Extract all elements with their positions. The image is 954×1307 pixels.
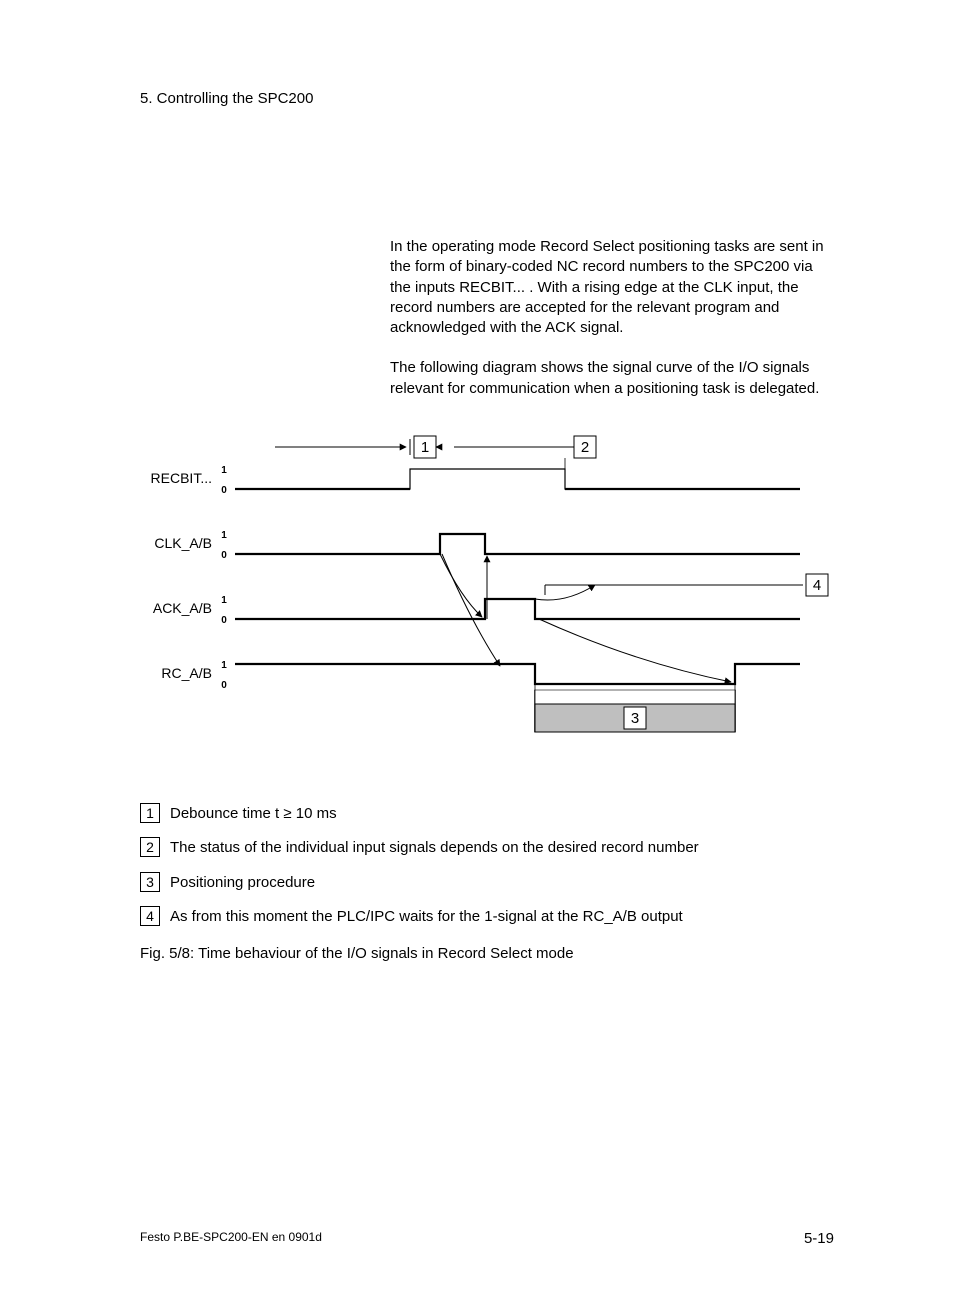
svg-text:4: 4: [813, 577, 821, 594]
legend-row: 3 Positioning procedure: [140, 872, 834, 893]
legend-text: Debounce time t ≥ 10 ms: [170, 803, 834, 824]
svg-text:0: 0: [221, 550, 227, 561]
svg-text:1: 1: [221, 595, 227, 606]
footer-doc-id: Festo P.BE-SPC200-EN en 0901d: [140, 1230, 322, 1247]
legend-text: The status of the individual input signa…: [170, 837, 834, 858]
svg-text:1: 1: [221, 660, 227, 671]
section-heading: 5. Controlling the SPC200: [140, 90, 834, 107]
legend-number-box: 4: [140, 906, 160, 926]
legend-text: Positioning procedure: [170, 872, 834, 893]
figure-caption: Fig. 5/8: Time behaviour of the I/O sign…: [140, 945, 834, 962]
footer-page-number: 5-19: [804, 1230, 834, 1247]
paragraph-2: The following diagram shows the signal c…: [390, 358, 834, 399]
legend-number-box: 2: [140, 837, 160, 857]
legend-text: As from this moment the PLC/IPC waits fo…: [170, 906, 834, 927]
legend-row: 2 The status of the individual input sign…: [140, 837, 834, 858]
svg-text:1: 1: [221, 465, 227, 476]
svg-text:RECBIT...: RECBIT...: [151, 470, 212, 486]
svg-text:1: 1: [221, 530, 227, 541]
svg-text:CLK_A/B: CLK_A/B: [154, 535, 212, 551]
legend-row: 1 Debounce time t ≥ 10 ms: [140, 803, 834, 824]
svg-text:RC_A/B: RC_A/B: [161, 665, 212, 681]
legend-row: 4 As from this moment the PLC/IPC waits f…: [140, 906, 834, 927]
svg-text:3: 3: [631, 710, 639, 727]
svg-text:ACK_A/B: ACK_A/B: [153, 600, 212, 616]
svg-text:0: 0: [221, 615, 227, 626]
svg-text:2: 2: [581, 439, 589, 456]
timing-diagram: RECBIT... 1 0 CLK_A/B 1 0 ACK_A/B 1 0 RC_A/B 1 0 1 2 4…: [140, 429, 834, 773]
svg-text:1: 1: [421, 439, 429, 456]
svg-text:0: 0: [221, 485, 227, 496]
svg-text:0: 0: [221, 680, 227, 691]
legend-number-box: 1: [140, 803, 160, 823]
page-footer: Festo P.BE-SPC200-EN en 0901d 5-19: [140, 1230, 834, 1247]
paragraph-1: In the operating mode Record Select posi…: [390, 237, 834, 338]
legend: 1 Debounce time t ≥ 10 ms 2 The status of t…: [140, 803, 834, 927]
legend-number-box: 3: [140, 872, 160, 892]
timing-svg: RECBIT... 1 0 CLK_A/B 1 0 ACK_A/B 1 0 RC_A/B 1 0 1 2 4…: [140, 429, 840, 769]
